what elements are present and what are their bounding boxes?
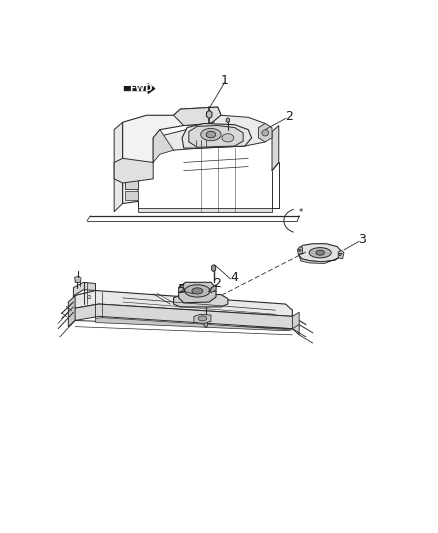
Polygon shape — [153, 130, 173, 163]
Polygon shape — [297, 247, 303, 255]
Polygon shape — [299, 256, 340, 263]
Text: 2: 2 — [285, 110, 293, 123]
Polygon shape — [293, 312, 299, 329]
Polygon shape — [125, 191, 138, 200]
Text: 5: 5 — [178, 283, 186, 296]
Polygon shape — [75, 278, 80, 282]
Polygon shape — [153, 115, 272, 150]
Polygon shape — [173, 294, 228, 307]
Polygon shape — [123, 107, 221, 204]
Polygon shape — [272, 126, 279, 171]
Polygon shape — [95, 318, 293, 330]
Polygon shape — [189, 126, 243, 147]
Polygon shape — [212, 265, 215, 272]
Ellipse shape — [201, 128, 221, 141]
Polygon shape — [125, 163, 138, 189]
Polygon shape — [226, 118, 230, 123]
Polygon shape — [74, 276, 81, 282]
Ellipse shape — [298, 249, 301, 252]
Polygon shape — [298, 244, 342, 262]
Polygon shape — [194, 314, 211, 324]
Ellipse shape — [316, 251, 325, 255]
Polygon shape — [74, 282, 95, 296]
Polygon shape — [74, 304, 299, 335]
Polygon shape — [68, 296, 75, 327]
Polygon shape — [114, 122, 123, 212]
Ellipse shape — [222, 134, 234, 142]
Ellipse shape — [309, 248, 331, 258]
Text: 1: 1 — [221, 74, 228, 87]
Ellipse shape — [184, 285, 210, 297]
Polygon shape — [179, 282, 216, 303]
Polygon shape — [114, 158, 153, 183]
Ellipse shape — [198, 316, 207, 321]
Ellipse shape — [339, 253, 341, 256]
Polygon shape — [211, 285, 216, 293]
Polygon shape — [258, 124, 272, 142]
Ellipse shape — [206, 131, 215, 138]
Text: 3: 3 — [358, 233, 366, 246]
Text: 4: 4 — [230, 271, 238, 284]
Polygon shape — [338, 251, 344, 259]
Polygon shape — [173, 107, 221, 126]
Text: 2: 2 — [213, 278, 221, 290]
Polygon shape — [138, 201, 272, 212]
Polygon shape — [206, 110, 212, 118]
Polygon shape — [124, 84, 155, 93]
Polygon shape — [182, 124, 251, 148]
Text: FWD: FWD — [130, 84, 153, 93]
Text: ⊙: ⊙ — [86, 295, 91, 300]
Ellipse shape — [192, 288, 203, 294]
Ellipse shape — [262, 130, 268, 136]
Polygon shape — [204, 322, 208, 327]
Polygon shape — [179, 285, 184, 293]
Polygon shape — [74, 290, 293, 317]
Text: *: * — [299, 208, 303, 217]
